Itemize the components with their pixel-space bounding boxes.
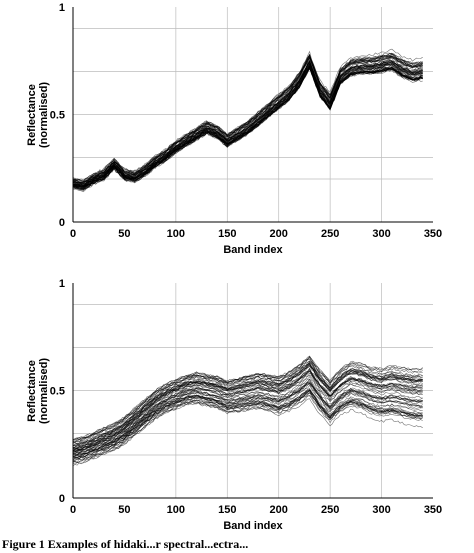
spectrum-line [72, 356, 423, 441]
y-tick-label: 0.5 [50, 110, 65, 122]
spectra-group [72, 355, 423, 466]
x-tick-label: 350 [424, 228, 442, 240]
y-tick-label: 1 [59, 2, 65, 14]
x-axis-label: Band index [223, 244, 283, 256]
spectrum-line [72, 373, 423, 450]
spectrum-line [72, 56, 423, 186]
spectrum-line [72, 389, 423, 456]
chart-bottom: 0 50 100 150 200 250 300 350 00.51 Band index R… [26, 278, 442, 532]
spectrum-line [72, 392, 423, 463]
x-tick-label: 150 [218, 228, 236, 240]
spectra-group [72, 48, 423, 193]
spectrum-line [72, 53, 423, 183]
spectrum-line [72, 384, 423, 452]
spectrum-line [72, 360, 423, 444]
x-tick-labels: 0 50 100 150 200 250 300 350 [70, 228, 442, 240]
x-tick-label: 0 [70, 504, 76, 516]
spectrum-line [72, 389, 423, 459]
y-axis-label: Reflectance [26, 360, 38, 422]
gridlines [73, 7, 433, 222]
x-tick-label: 200 [270, 228, 288, 240]
spectrum-line [72, 360, 423, 442]
y-tick-label: 1 [59, 278, 65, 290]
y-tick-label: 0 [59, 493, 65, 505]
y-axis-sublabel: (normalised) [38, 358, 50, 424]
x-tick-label: 0 [70, 228, 76, 240]
x-tick-label: 200 [270, 504, 288, 516]
y-axis-label: Reflectance [26, 84, 38, 146]
spectrum-line [72, 61, 423, 188]
x-tick-labels: 0 50 100 150 200 250 300 350 [70, 504, 442, 516]
chart-top: 0 50 100 150 200 250 300 350 00.51 Band index R… [26, 2, 442, 256]
x-tick-label: 300 [372, 504, 390, 516]
spectrum-line [72, 59, 423, 185]
spectrum-line [72, 395, 423, 461]
x-tick-label: 100 [167, 504, 185, 516]
y-tick-label: 0 [59, 217, 65, 229]
x-tick-label: 350 [424, 504, 442, 516]
spectrum-line [72, 55, 423, 184]
x-tick-label: 300 [372, 228, 390, 240]
spectrum-line [72, 363, 423, 450]
x-tick-label: 50 [118, 228, 130, 240]
y-tick-label: 0.5 [50, 386, 65, 398]
y-tick-labels: 00.51 [50, 278, 65, 505]
y-tick-labels: 00.51 [50, 2, 65, 229]
x-tick-label: 50 [118, 504, 130, 516]
x-tick-label: 150 [218, 504, 236, 516]
x-tick-label: 100 [167, 228, 185, 240]
figure-caption: Figure 1 Examples of hidaki...r spectral… [2, 537, 248, 551]
spectrum-line [72, 376, 423, 460]
spectrum-line [72, 65, 423, 187]
spectrum-line [72, 381, 423, 458]
spectrum-line [72, 374, 423, 451]
x-tick-label: 250 [321, 228, 339, 240]
spectrum-line [72, 62, 423, 191]
y-axis-sublabel: (normalised) [38, 82, 50, 148]
spectrum-line [72, 52, 423, 181]
spectrum-line [72, 392, 423, 460]
x-tick-label: 250 [321, 504, 339, 516]
x-axis-label: Band index [223, 520, 283, 532]
